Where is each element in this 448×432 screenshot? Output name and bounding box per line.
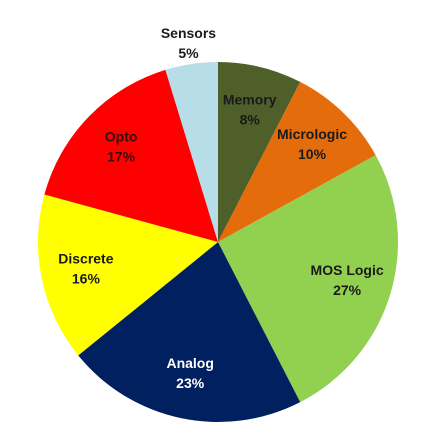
slice-label: MOS Logic (311, 262, 384, 278)
value-label: 8% (240, 111, 261, 127)
slice-label: Discrete (58, 251, 113, 267)
value-label: 27% (333, 282, 362, 298)
slice-label: Memory (223, 91, 277, 107)
pie-slice (44, 69, 218, 242)
value-label: 17% (107, 149, 136, 165)
value-label: 23% (176, 375, 205, 391)
pie-slice (218, 81, 376, 242)
pie-slice (218, 62, 301, 242)
slice-label: Micrologic (277, 126, 347, 142)
value-label: 10% (298, 146, 327, 162)
slice-label: Opto (105, 129, 138, 145)
value-label: 5% (178, 45, 199, 61)
slice-label: Analog (166, 355, 213, 371)
value-label: 16% (72, 271, 101, 287)
pie-slice (165, 62, 218, 242)
pie-slice (218, 155, 398, 403)
pie-slice (38, 194, 218, 356)
pie-slice (78, 242, 301, 423)
slice-label: Sensors (161, 25, 216, 41)
